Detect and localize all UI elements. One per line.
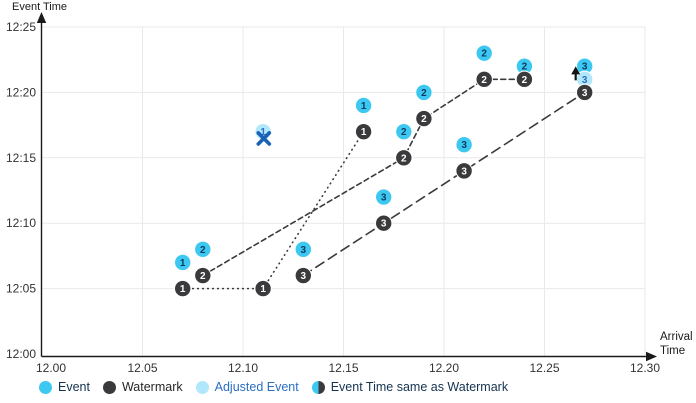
watermark-marker-3: 3: [455, 162, 473, 180]
discarded-x-icon: [256, 131, 272, 146]
svg-text:3: 3: [582, 62, 588, 73]
svg-text:2: 2: [200, 271, 206, 282]
x-tick-label: 12.10: [228, 361, 258, 375]
event-marker-2: 2: [415, 83, 433, 102]
watermark-marker-1: 1: [254, 279, 272, 298]
y-tick-label: 12:25: [6, 20, 36, 34]
watermark-marker-2: 2: [395, 149, 413, 167]
event-marker-1: 1: [174, 253, 192, 272]
x-axis-title-line1: Arrival: [660, 331, 693, 343]
legend: Event Watermark Adjusted Event Event Tim…: [39, 380, 508, 394]
x-tick-label: 12.05: [127, 361, 157, 375]
watermark-marker-3: 3: [576, 83, 594, 102]
x-axis-title-line2: Time: [660, 344, 686, 357]
event-marker-1: 1: [354, 96, 373, 115]
svg-text:2: 2: [522, 62, 528, 73]
legend-item-watermark: Watermark: [102, 380, 183, 394]
y-tick-label: 12:20: [6, 85, 36, 99]
legend-item-event-same-as-watermark: Event Time same as Watermark: [311, 380, 509, 394]
y-tick-label: 12:00: [6, 347, 36, 361]
shift-up-arrow-icon: [571, 66, 581, 81]
watermark-marker-3: 3: [294, 266, 312, 285]
event-marker-3: 3: [294, 240, 312, 259]
svg-text:2: 2: [421, 114, 427, 125]
svg-text:2: 2: [200, 245, 206, 256]
svg-text:1: 1: [361, 101, 367, 112]
y-tick-label: 12:15: [6, 151, 36, 165]
watermark-line-3: [302, 91, 586, 277]
watermark-marker-2: 2: [415, 109, 433, 128]
svg-text:3: 3: [381, 219, 387, 230]
watermark-icon: [102, 380, 116, 394]
svg-text:1: 1: [361, 127, 367, 138]
svg-text:3: 3: [582, 88, 588, 99]
watermark-marker-1: 1: [354, 122, 373, 141]
legend-label-event: Event: [58, 380, 90, 394]
event-icon: [39, 380, 52, 394]
y-tick-label: 12:10: [6, 216, 36, 230]
watermark-marker-2: 2: [475, 70, 493, 89]
svg-text:3: 3: [582, 75, 588, 86]
legend-label-event-same-as-watermark: Event Time same as Watermark: [330, 380, 509, 394]
svg-text:2: 2: [481, 75, 487, 86]
event-marker-2: 2: [475, 44, 493, 62]
x-axis-arrow-icon: [646, 351, 657, 362]
svg-text:2: 2: [401, 127, 407, 138]
adjusted-event-icon: [195, 380, 209, 394]
svg-text:1: 1: [260, 284, 266, 295]
svg-text:1: 1: [260, 127, 266, 138]
svg-text:2: 2: [481, 49, 487, 60]
event-marker-3: 3: [455, 136, 473, 154]
svg-text:2: 2: [522, 75, 528, 86]
svg-text:1: 1: [180, 258, 186, 269]
x-axis-title: Arrival Time: [660, 331, 693, 359]
event-marker-2: 2: [395, 122, 413, 141]
svg-text:3: 3: [461, 166, 467, 177]
watermark-marker-1: 1: [174, 279, 192, 298]
watermark-marker-2: 2: [194, 266, 212, 285]
x-tick-label: 12.15: [328, 361, 358, 375]
x-tick-label: 12.30: [630, 361, 660, 375]
x-tick-label: 12.00: [36, 361, 66, 375]
watermark-line-1: [181, 130, 365, 290]
y-axis-arrow-icon: [36, 12, 47, 23]
svg-text:1: 1: [180, 284, 186, 295]
svg-text:3: 3: [301, 245, 307, 256]
event-marker-2: 2: [194, 240, 212, 259]
x-tick-label: 12.20: [429, 361, 459, 375]
event-marker-3: 3: [375, 188, 393, 206]
y-axis-title: Event Time: [12, 1, 68, 13]
y-tick-label: 12:05: [6, 282, 36, 296]
svg-text:3: 3: [301, 271, 307, 282]
legend-item-adjusted-event: Adjusted Event: [195, 380, 299, 394]
watermark-marker-3: 3: [375, 214, 393, 232]
legend-item-event: Event: [39, 380, 90, 394]
legend-label-adjusted-event: Adjusted Event: [214, 380, 299, 394]
svg-text:3: 3: [381, 193, 387, 204]
legend-label-watermark: Watermark: [121, 380, 183, 394]
svg-text:2: 2: [421, 88, 427, 99]
event-same-as-watermark-icon: [311, 380, 325, 394]
watermark-marker-2: 2: [515, 70, 534, 89]
svg-text:2: 2: [401, 153, 407, 164]
x-tick-label: 12.25: [529, 361, 559, 375]
svg-text:3: 3: [461, 140, 467, 151]
